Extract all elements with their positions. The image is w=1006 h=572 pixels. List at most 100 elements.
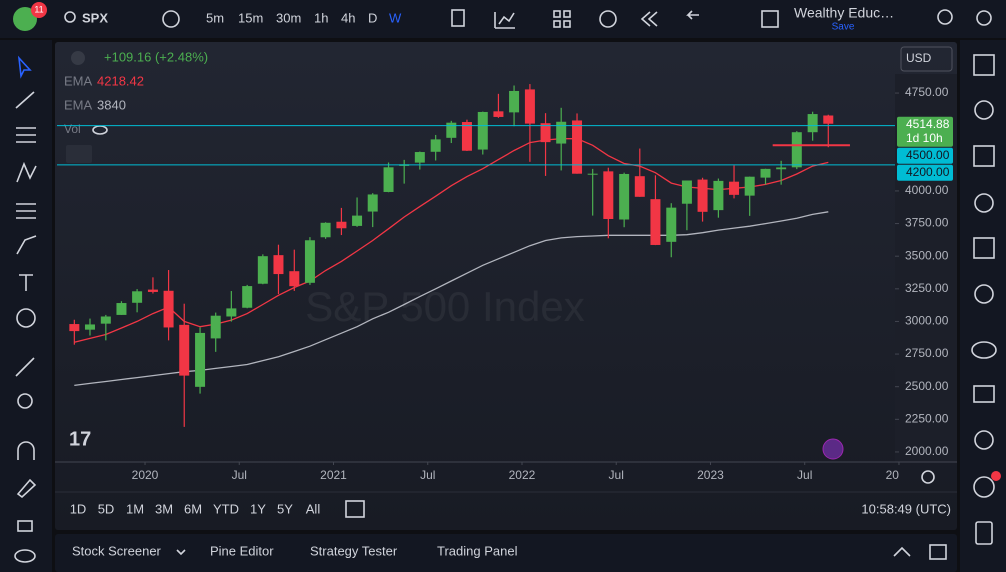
quick-search[interactable] xyxy=(937,9,953,25)
range-button[interactable]: 1D xyxy=(70,501,87,516)
date-range[interactable] xyxy=(345,500,365,518)
save-status[interactable]: Save xyxy=(832,22,855,33)
panel-tab[interactable]: Trading Panel xyxy=(437,543,518,558)
x-tick-label: Jul xyxy=(232,468,247,482)
icon-tool[interactable] xyxy=(16,308,36,328)
interval[interactable]: 5m xyxy=(206,10,224,25)
notification-dot xyxy=(991,471,1001,481)
candle-body xyxy=(430,139,441,152)
currency-box[interactable] xyxy=(900,46,953,72)
axis-settings[interactable] xyxy=(921,470,935,484)
candle-body xyxy=(666,207,677,242)
interval[interactable]: D xyxy=(368,10,377,25)
chart-type[interactable] xyxy=(451,9,465,27)
magnet-tool[interactable] xyxy=(17,441,35,460)
panel-tab[interactable]: Stock Screener xyxy=(72,543,162,558)
trend-line-tool[interactable] xyxy=(15,91,35,109)
line-price-tag xyxy=(897,147,953,164)
y-tick-label: 4750.00 xyxy=(905,85,949,99)
line-price: 4500.00 xyxy=(906,148,950,162)
replay[interactable] xyxy=(640,11,658,27)
lock-tool[interactable] xyxy=(17,520,33,532)
projection-tool[interactable] xyxy=(16,203,36,219)
text-tool[interactable] xyxy=(19,274,33,291)
calendar[interactable] xyxy=(973,237,995,259)
left-toolbar xyxy=(0,40,52,572)
maximize-panel[interactable] xyxy=(929,544,947,560)
fullscreen[interactable] xyxy=(761,10,779,28)
brush-tool[interactable] xyxy=(16,235,37,255)
interval[interactable]: 1h xyxy=(314,10,328,25)
ideas[interactable] xyxy=(974,284,994,304)
range-button[interactable]: 1Y xyxy=(250,501,266,516)
interval[interactable]: 30m xyxy=(276,10,301,25)
range-button[interactable]: 3M xyxy=(155,501,173,516)
expand-panel[interactable] xyxy=(893,546,911,557)
range-button[interactable]: YTD xyxy=(213,501,239,516)
mobile[interactable] xyxy=(975,521,993,545)
candle-body xyxy=(540,123,551,143)
watchlist[interactable] xyxy=(973,54,995,76)
symbol[interactable]: SPX xyxy=(82,10,108,25)
event-icon[interactable] xyxy=(822,438,844,460)
volume-label: Vol xyxy=(64,122,81,136)
candle-body xyxy=(179,324,190,376)
undo[interactable] xyxy=(686,10,699,20)
candle-body xyxy=(634,176,645,197)
search-icon[interactable] xyxy=(64,11,76,23)
news[interactable] xyxy=(973,145,995,167)
interval[interactable]: 4h xyxy=(341,10,355,25)
candle-body xyxy=(69,324,80,332)
candle-body xyxy=(791,132,802,168)
layout-name[interactable]: Wealthy Educ… xyxy=(794,5,894,21)
range-button[interactable]: 1M xyxy=(126,501,144,516)
line-price-tag xyxy=(897,164,953,181)
measure-tool[interactable] xyxy=(15,357,35,377)
range-button[interactable]: All xyxy=(306,501,321,516)
candle-body xyxy=(697,179,708,212)
indicators[interactable] xyxy=(494,12,515,29)
layouts[interactable] xyxy=(553,10,561,18)
candle-body xyxy=(650,199,661,245)
range-button[interactable]: 6M xyxy=(184,501,202,516)
y-tick-label: 2500.00 xyxy=(905,379,949,393)
x-tick-label: Jul xyxy=(797,468,812,482)
clock[interactable]: 10:58:49 (UTC) xyxy=(861,501,951,516)
collapse-button[interactable] xyxy=(66,145,92,163)
panel-tab[interactable]: Strategy Tester xyxy=(310,543,398,558)
line-price: 4200.00 xyxy=(906,165,950,179)
range-button[interactable]: 5Y xyxy=(277,501,293,516)
interval[interactable]: W xyxy=(389,10,402,25)
currency[interactable]: USD xyxy=(906,51,932,65)
candle-body xyxy=(807,114,818,133)
range-button[interactable]: 5D xyxy=(98,501,115,516)
settings[interactable] xyxy=(976,10,992,26)
lock-drawing[interactable] xyxy=(16,478,37,499)
panel-tab[interactable]: Pine Editor xyxy=(210,543,274,558)
messages[interactable] xyxy=(973,385,995,403)
alerts[interactable] xyxy=(974,100,994,120)
collapse-legend[interactable] xyxy=(71,51,85,65)
add-symbol[interactable] xyxy=(162,10,180,28)
chats[interactable] xyxy=(971,341,997,359)
interval[interactable]: 15m xyxy=(238,10,263,25)
hotlists[interactable] xyxy=(974,193,994,213)
zoom-tool[interactable] xyxy=(17,393,33,409)
screener-dropdown[interactable] xyxy=(176,549,186,556)
logo[interactable] xyxy=(13,7,37,31)
y-tick-label: 3250.00 xyxy=(905,281,949,295)
cursor-tool[interactable] xyxy=(17,55,32,79)
streams[interactable] xyxy=(973,476,995,498)
x-tick-label: Jul xyxy=(420,468,435,482)
candle-body xyxy=(509,90,520,113)
candle-body xyxy=(116,303,127,315)
candle-body xyxy=(226,308,237,317)
alert[interactable] xyxy=(599,10,617,28)
pattern-tool[interactable] xyxy=(16,161,37,183)
layouts-3 xyxy=(553,20,561,28)
fib-tool[interactable] xyxy=(16,127,36,143)
x-tick-label: 2022 xyxy=(509,468,536,482)
help[interactable] xyxy=(974,430,994,450)
hide-tool[interactable] xyxy=(14,549,36,563)
